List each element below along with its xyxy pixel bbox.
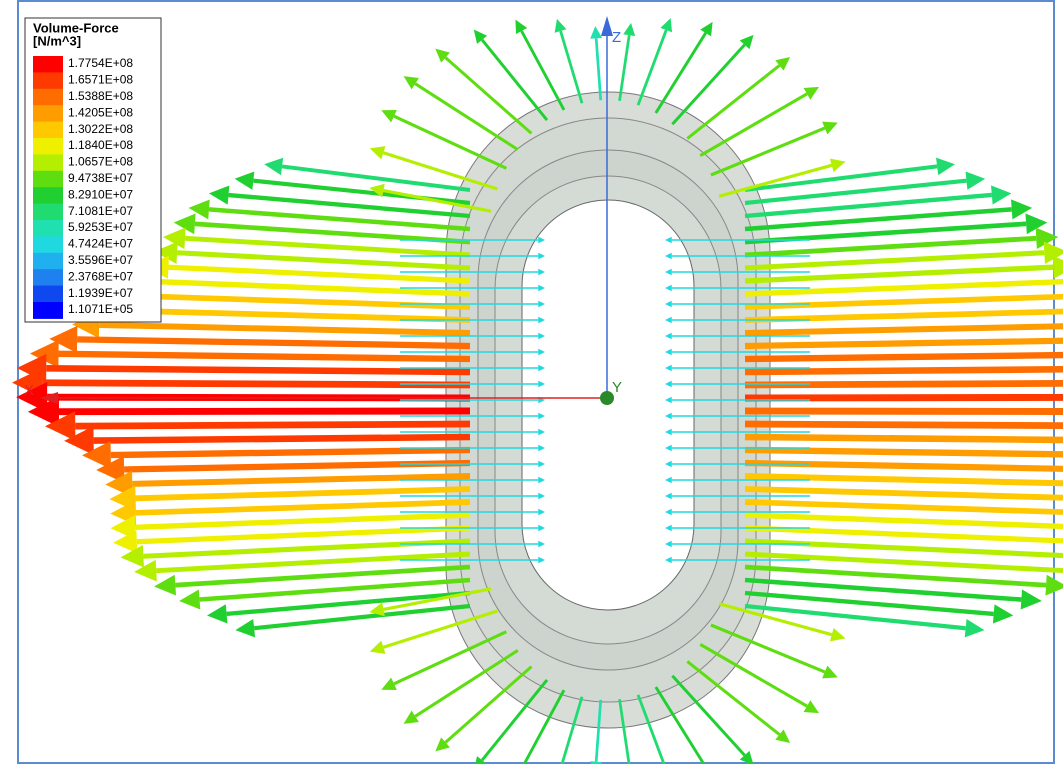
x-axis-label: X xyxy=(24,382,34,399)
legend-unit: [N/m^3] xyxy=(33,33,81,48)
force-arrow-shaft xyxy=(745,411,1063,412)
legend-swatch xyxy=(33,286,63,303)
legend-label: 1.4205E+08 xyxy=(68,105,133,119)
legend-swatch xyxy=(33,56,63,73)
legend-swatch xyxy=(33,89,63,106)
legend-swatch xyxy=(33,105,63,122)
legend-label: 1.3022E+08 xyxy=(68,122,133,136)
legend-swatch xyxy=(33,236,63,253)
legend-swatch xyxy=(33,269,63,286)
force-arrow-head xyxy=(1053,256,1063,279)
force-arrow-shaft xyxy=(59,411,470,412)
coil-hole xyxy=(522,200,694,610)
legend-swatch xyxy=(33,154,63,171)
legend-label: 1.1071E+05 xyxy=(68,302,133,316)
force-arrow-shaft xyxy=(745,368,1063,372)
legend: Volume-Force [N/m^3] 1.7754E+081.6571E+0… xyxy=(25,18,161,322)
force-arrow-shaft xyxy=(745,437,1063,441)
force-arrow-shaft xyxy=(745,397,1063,398)
force-arrow-shaft xyxy=(94,437,470,441)
legend-swatch xyxy=(33,187,63,204)
legend-label: 7.1081E+07 xyxy=(68,204,133,218)
legend-label: 1.1840E+08 xyxy=(68,138,133,152)
legend-label: 9.4738E+07 xyxy=(68,171,133,185)
legend-swatch xyxy=(33,253,63,270)
z-axis-label: Z xyxy=(612,29,621,46)
legend-label: 1.5388E+08 xyxy=(68,89,133,103)
legend-swatch xyxy=(33,302,63,319)
legend-swatch xyxy=(33,220,63,237)
legend-label: 1.0657E+08 xyxy=(68,155,133,169)
legend-label: 4.7424E+07 xyxy=(68,237,133,251)
legend-swatch xyxy=(33,171,63,188)
viewport: Z X Y Volume-Force [N/m^3] 1.7754E+081.6… xyxy=(0,0,1063,764)
force-arrow-shaft xyxy=(75,424,470,426)
legend-label: 5.9253E+07 xyxy=(68,220,133,234)
legend-swatch xyxy=(33,72,63,89)
force-arrow-shaft xyxy=(46,368,470,372)
legend-label: 2.3768E+07 xyxy=(68,269,133,283)
legend-label: 3.5596E+07 xyxy=(68,253,133,267)
y-axis-label: Y xyxy=(612,379,622,396)
legend-swatch xyxy=(33,138,63,155)
legend-label: 1.6571E+08 xyxy=(68,73,133,87)
legend-label: 1.7754E+08 xyxy=(68,56,133,70)
legend-swatch xyxy=(33,122,63,139)
force-arrow-shaft xyxy=(745,424,1063,426)
legend-label: 8.2910E+07 xyxy=(68,187,133,201)
legend-label: 1.1939E+07 xyxy=(68,286,133,300)
legend-swatch xyxy=(33,204,63,221)
page: Z X Y Volume-Force [N/m^3] 1.7754E+081.6… xyxy=(0,0,1063,764)
